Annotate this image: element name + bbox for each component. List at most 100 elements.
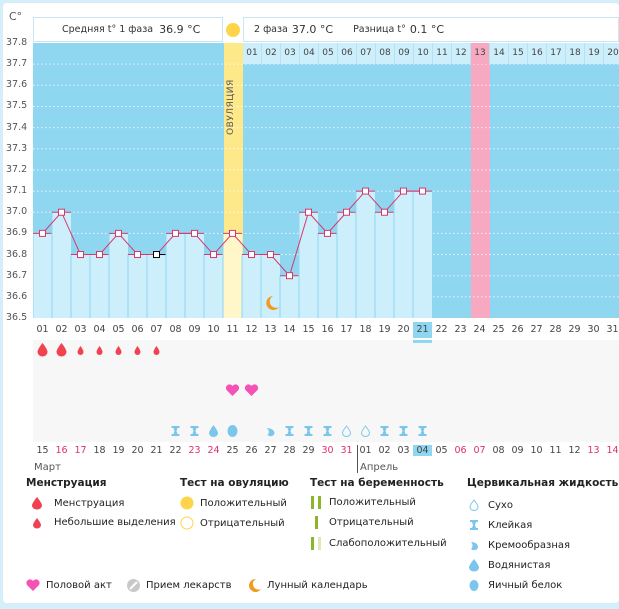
calendar-date-label[interactable]: 28 <box>283 445 296 456</box>
legend-ovulation-positive: Положительный <box>180 496 287 510</box>
temperature-plot[interactable] <box>33 43 619 318</box>
temperature-point[interactable] <box>210 251 217 259</box>
cycle-day-label[interactable]: 20 <box>397 324 410 335</box>
calendar-date-label[interactable]: 19 <box>112 445 125 456</box>
temperature-point[interactable] <box>343 208 350 216</box>
calendar-date-label[interactable]: 29 <box>302 445 315 456</box>
cycle-day-label[interactable]: 31 <box>606 324 619 335</box>
cycle-day-label[interactable]: 06 <box>131 324 144 335</box>
temperature-point[interactable] <box>400 187 407 195</box>
calendar-date-label[interactable]: 16 <box>55 445 68 456</box>
calendar-date-label[interactable]: 13 <box>587 445 600 456</box>
calendar-date-label[interactable]: 03 <box>397 445 410 456</box>
cycle-day-label[interactable]: 09 <box>188 324 201 335</box>
temperature-point[interactable] <box>419 187 426 195</box>
cycle-day-label[interactable]: 07 <box>150 324 163 335</box>
cycle-day-label[interactable]: 16 <box>321 324 334 335</box>
calendar-date-label[interactable]: 12 <box>568 445 581 456</box>
cycle-day-label[interactable]: 30 <box>587 324 600 335</box>
y-tick-label: 37.6 <box>6 79 28 91</box>
cycle-day-label[interactable]: 28 <box>549 324 562 335</box>
temperature-point[interactable] <box>229 229 236 237</box>
cycle-day-label[interactable]: 11 <box>226 324 239 335</box>
calendar-date-label[interactable]: 27 <box>264 445 277 456</box>
calendar-date-label[interactable]: 07 <box>473 445 486 456</box>
cycle-day-label[interactable]: 24 <box>473 324 486 335</box>
calendar-date-label[interactable]: 22 <box>169 445 182 456</box>
calendar-date-label[interactable]: 14 <box>606 445 619 456</box>
cycle-day-label[interactable]: 19 <box>378 324 391 335</box>
calendar-date-label[interactable]: 26 <box>245 445 258 456</box>
cycle-day-label[interactable]: 08 <box>169 324 182 335</box>
cycle-day-label[interactable]: 27 <box>530 324 543 335</box>
temperature-point[interactable] <box>305 208 312 216</box>
cycle-day-label[interactable]: 10 <box>207 324 220 335</box>
cycle-day-label[interactable]: 21 <box>413 322 432 338</box>
calendar-date-label[interactable]: 21 <box>150 445 163 456</box>
creamy-icon <box>266 428 275 437</box>
calendar-date-label[interactable]: 01 <box>359 445 372 456</box>
phase2-summary: 2 фаза 37.0 °C Разница t° 0.1 °C <box>243 17 619 42</box>
temperature-point[interactable] <box>362 187 369 195</box>
temperature-point[interactable] <box>115 229 122 237</box>
calendar-date-label[interactable]: 06 <box>454 445 467 456</box>
cycle-day-label[interactable]: 25 <box>492 324 505 335</box>
calendar-date-label[interactable]: 04 <box>413 445 432 456</box>
y-axis-unit: C° <box>9 10 23 23</box>
temperature-point[interactable] <box>286 272 293 280</box>
calendar-date-label[interactable]: 09 <box>511 445 524 456</box>
cycle-day-label[interactable]: 26 <box>511 324 524 335</box>
temperature-point[interactable] <box>267 251 274 259</box>
temperature-point[interactable] <box>191 229 198 237</box>
calendar-date-label[interactable]: 11 <box>549 445 562 456</box>
temperature-point[interactable] <box>77 251 84 259</box>
cycle-day-label[interactable]: 03 <box>74 324 87 335</box>
cycle-day-label[interactable]: 05 <box>112 324 125 335</box>
phase2-day-cell: 05 <box>319 43 338 64</box>
calendar-date-label[interactable]: 30 <box>321 445 334 456</box>
calendar-date-label[interactable]: 24 <box>207 445 220 456</box>
phase2-day-cell: 18 <box>566 43 585 64</box>
cycle-day-label[interactable]: 29 <box>568 324 581 335</box>
one-strip-icon <box>315 516 318 529</box>
temperature-point[interactable] <box>58 208 65 216</box>
temperature-bar <box>394 191 413 318</box>
sticky-hourglass-icon <box>380 426 389 436</box>
calendar-date-label[interactable]: 20 <box>131 445 144 456</box>
calendar-date-label[interactable]: 23 <box>188 445 201 456</box>
temperature-point[interactable] <box>153 251 160 259</box>
calendar-date-label[interactable]: 17 <box>74 445 87 456</box>
symptoms-area[interactable] <box>33 340 619 442</box>
cycle-day-label[interactable]: 01 <box>36 324 49 335</box>
temperature-point[interactable] <box>96 251 103 259</box>
cycle-day-label[interactable]: 15 <box>302 324 315 335</box>
cycle-day-label[interactable]: 12 <box>245 324 258 335</box>
temperature-point[interactable] <box>134 251 141 259</box>
calendar-date-label[interactable]: 25 <box>226 445 239 456</box>
cycle-day-label[interactable]: 17 <box>340 324 353 335</box>
temperature-point[interactable] <box>39 229 46 237</box>
phase2-day-cell: 04 <box>300 43 319 64</box>
calendar-date-label[interactable]: 05 <box>435 445 448 456</box>
temperature-point[interactable] <box>381 208 388 216</box>
temperature-bar <box>166 233 185 318</box>
cycle-day-label[interactable]: 23 <box>454 324 467 335</box>
cycle-day-label[interactable]: 14 <box>283 324 296 335</box>
calendar-date-label[interactable]: 02 <box>378 445 391 456</box>
calendar-date-label[interactable]: 08 <box>492 445 505 456</box>
temperature-point[interactable] <box>324 229 331 237</box>
calendar-date-label[interactable]: 31 <box>340 445 353 456</box>
temperature-point[interactable] <box>248 251 255 259</box>
cycle-day-label[interactable]: 22 <box>435 324 448 335</box>
phase2-day-cell: 01 <box>243 43 262 64</box>
calendar-date-label[interactable]: 10 <box>530 445 543 456</box>
cycle-day-label[interactable]: 18 <box>359 324 372 335</box>
temperature-point[interactable] <box>172 229 179 237</box>
calendar-date-label[interactable]: 18 <box>93 445 106 456</box>
sticky-hourglass-icon <box>418 426 427 436</box>
cycle-day-label[interactable]: 13 <box>264 324 277 335</box>
phase1-value: 36.9 °C <box>159 23 201 36</box>
cycle-day-label[interactable]: 04 <box>93 324 106 335</box>
cycle-day-label[interactable]: 02 <box>55 324 68 335</box>
calendar-date-label[interactable]: 15 <box>36 445 49 456</box>
